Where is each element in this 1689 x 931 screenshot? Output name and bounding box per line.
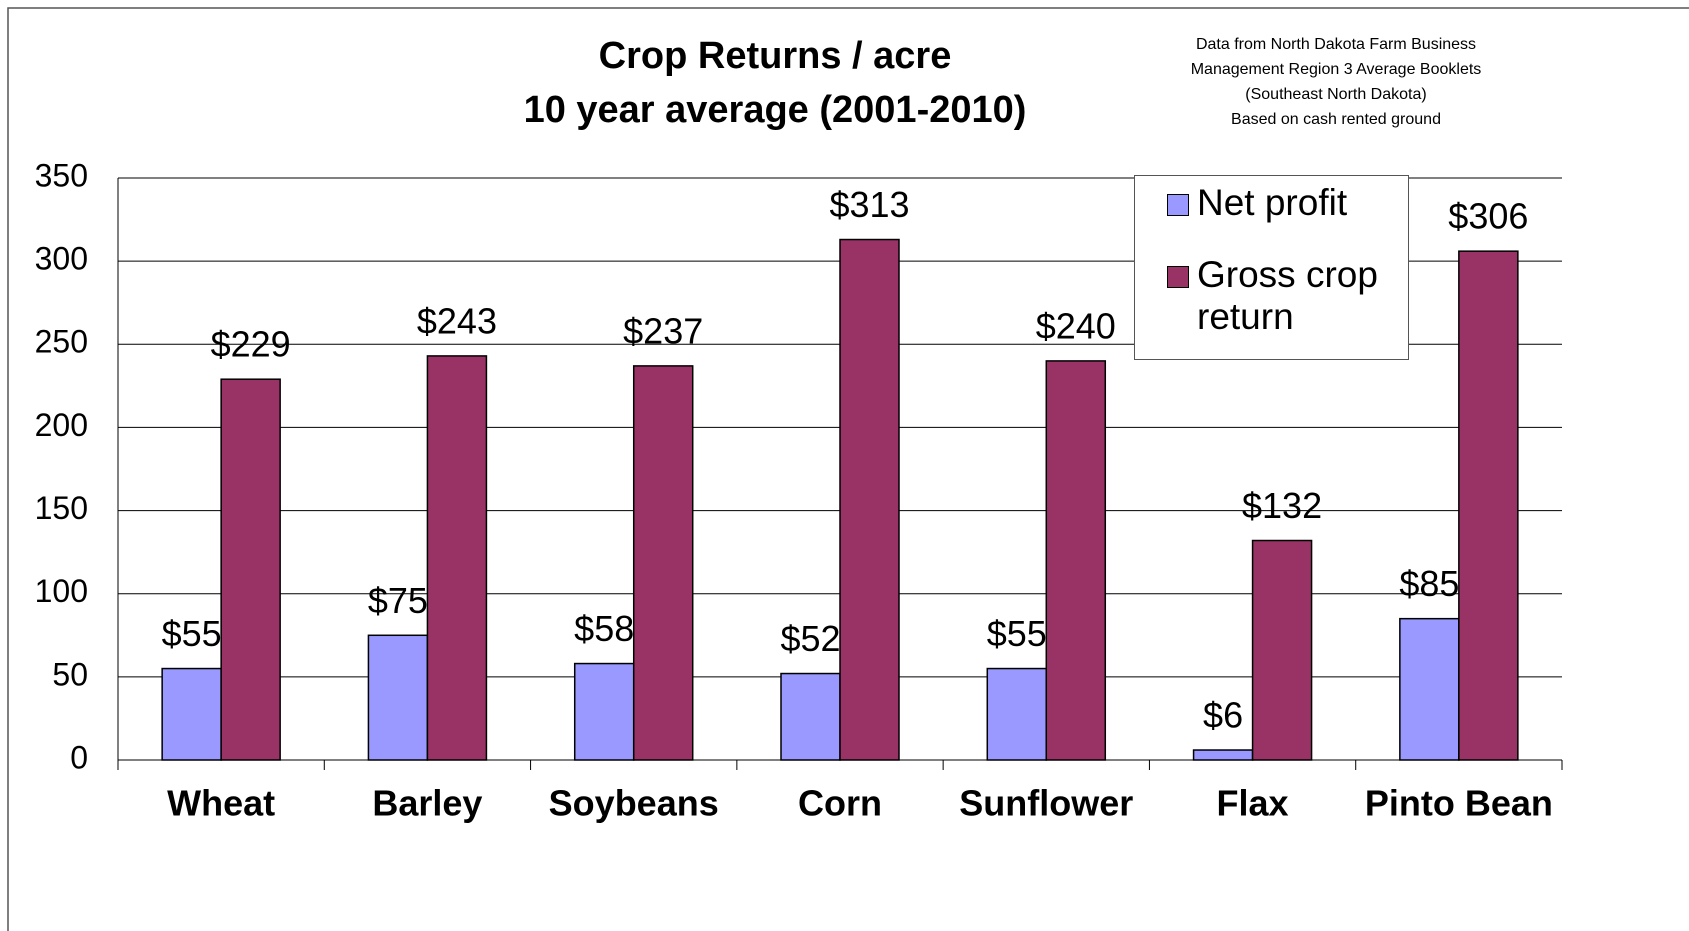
x-tick-label: Pinto Bean [1365, 783, 1553, 824]
legend-label: Gross crop return [1197, 254, 1378, 337]
bar [986, 667, 1048, 761]
chart-title: Crop Returns / acre [599, 35, 952, 77]
x-tick-label: Corn [798, 783, 882, 824]
y-tick-label: 350 [35, 157, 88, 193]
legend-entry: Gross crop return [1145, 254, 1398, 338]
source-note: Based on cash rented ground [1231, 111, 1441, 128]
data-label: $240 [1036, 305, 1116, 346]
bar [220, 378, 281, 761]
chart-border [7, 7, 1689, 931]
x-tick-label: Flax [1217, 783, 1289, 824]
bar [573, 662, 635, 761]
y-tick-label: 50 [52, 656, 88, 692]
bar [839, 238, 900, 761]
data-label: $6 [1203, 695, 1243, 736]
data-label: $58 [574, 608, 634, 649]
y-tick-label: 200 [35, 407, 88, 443]
legend-swatch [1167, 194, 1189, 216]
bar [426, 355, 488, 761]
source-note: (Southeast North Dakota) [1245, 86, 1426, 103]
x-tick-label: Soybeans [549, 783, 719, 824]
x-tick-label: Wheat [167, 783, 275, 824]
legend-swatch [1167, 266, 1189, 288]
source-note: Data from North Dakota Farm Business [1196, 36, 1476, 53]
y-tick-label: 250 [35, 324, 88, 360]
x-tick-label: Sunflower [959, 783, 1133, 824]
chart-subtitle: 10 year average (2001-2010) [524, 89, 1027, 131]
y-tick-label: 300 [35, 241, 88, 277]
bar [1251, 539, 1313, 761]
bar [1399, 617, 1460, 761]
data-label: $55 [162, 613, 222, 654]
bar [780, 672, 841, 761]
bar [632, 365, 694, 761]
y-tick-label: 0 [70, 739, 88, 775]
legend-label: Net profit [1197, 182, 1348, 223]
data-label: $306 [1448, 196, 1528, 237]
data-label: $243 [417, 300, 497, 341]
y-tick-label: 150 [35, 490, 88, 526]
source-note: Management Region 3 Average Booklets [1191, 61, 1482, 78]
data-label: $52 [780, 618, 840, 659]
data-label: $85 [1399, 563, 1459, 604]
legend-entry: Net profit [1145, 182, 1398, 224]
legend: Net profit Gross crop return [1134, 175, 1409, 360]
data-label: $55 [987, 613, 1047, 654]
x-tick-label: Barley [372, 783, 482, 824]
data-label: $237 [623, 310, 703, 351]
bar [1458, 250, 1519, 761]
data-label: $132 [1242, 485, 1322, 526]
data-label: $75 [368, 580, 428, 621]
data-label: $313 [829, 184, 909, 225]
bar [1045, 360, 1107, 761]
data-label: $229 [211, 324, 291, 365]
bar [367, 634, 429, 761]
bar [1192, 749, 1254, 761]
y-tick-label: 100 [35, 573, 88, 609]
bar [161, 667, 222, 761]
